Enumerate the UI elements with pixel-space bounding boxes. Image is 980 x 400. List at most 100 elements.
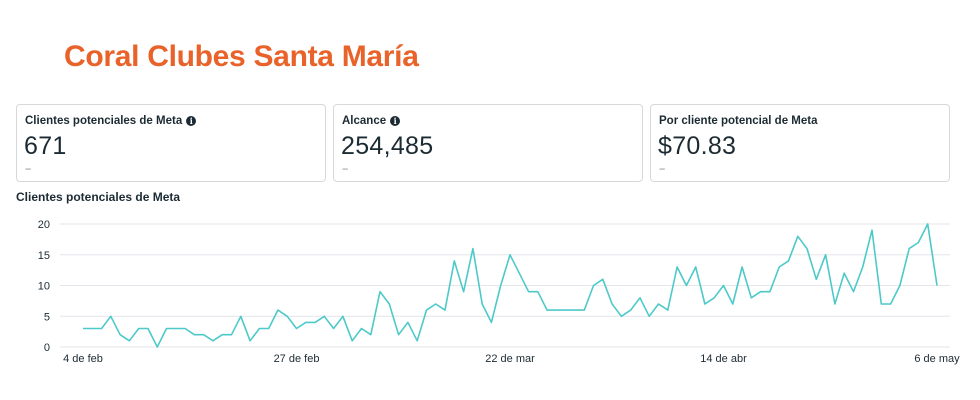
data-point[interactable]	[414, 338, 420, 344]
data-point[interactable]	[173, 326, 179, 332]
data-point[interactable]	[219, 332, 225, 338]
data-point[interactable]	[850, 289, 856, 295]
data-point[interactable]	[433, 301, 439, 307]
info-icon[interactable]: i	[390, 116, 401, 126]
data-point[interactable]	[804, 246, 810, 252]
data-point[interactable]	[358, 326, 364, 332]
data-point[interactable]	[553, 307, 559, 313]
data-point[interactable]	[665, 307, 671, 313]
data-point[interactable]	[934, 283, 940, 289]
data-point[interactable]	[776, 264, 782, 270]
data-point[interactable]	[442, 307, 448, 313]
line-chart[interactable]: 0 5 10 15 20 4 de feb 27 de feb 22 de mar 14 de …	[0, 210, 980, 370]
data-point[interactable]	[247, 338, 253, 344]
data-point[interactable]	[488, 319, 494, 325]
data-point[interactable]	[572, 307, 578, 313]
data-point[interactable]	[108, 313, 114, 319]
data-point[interactable]	[646, 313, 652, 319]
data-point[interactable]	[767, 289, 773, 295]
data-point[interactable]	[581, 307, 587, 313]
data-point[interactable]	[229, 332, 235, 338]
data-point[interactable]	[451, 258, 457, 264]
data-point[interactable]	[748, 295, 754, 301]
metric-card-cost-per-lead[interactable]: Por cliente potencial de Meta $70.83 --	[650, 104, 950, 182]
data-point[interactable]	[841, 270, 847, 276]
data-point[interactable]	[897, 283, 903, 289]
data-point[interactable]	[637, 295, 643, 301]
data-point[interactable]	[702, 301, 708, 307]
data-point[interactable]	[609, 301, 615, 307]
data-point[interactable]	[721, 283, 727, 289]
data-point[interactable]	[591, 283, 597, 289]
data-point[interactable]	[117, 332, 123, 338]
data-point[interactable]	[266, 326, 272, 332]
data-point[interactable]	[340, 313, 346, 319]
data-point[interactable]	[99, 326, 105, 332]
data-point[interactable]	[544, 307, 550, 313]
data-point[interactable]	[89, 326, 95, 332]
data-point[interactable]	[470, 246, 476, 252]
series-line[interactable]	[83, 223, 938, 348]
data-point[interactable]	[618, 313, 624, 319]
data-point[interactable]	[461, 289, 467, 295]
info-icon[interactable]: i	[186, 116, 197, 126]
data-point[interactable]	[154, 344, 160, 350]
data-point[interactable]	[349, 338, 355, 344]
data-point[interactable]	[331, 326, 337, 332]
data-point[interactable]	[683, 283, 689, 289]
data-point[interactable]	[479, 301, 485, 307]
data-point[interactable]	[730, 301, 736, 307]
data-point[interactable]	[201, 332, 207, 338]
data-point[interactable]	[925, 221, 931, 227]
data-point[interactable]	[164, 326, 170, 332]
data-point[interactable]	[210, 338, 216, 344]
data-point[interactable]	[191, 332, 197, 338]
data-point[interactable]	[80, 326, 86, 332]
data-point[interactable]	[860, 264, 866, 270]
data-point[interactable]	[507, 252, 513, 258]
data-point[interactable]	[303, 319, 309, 325]
data-point[interactable]	[516, 270, 522, 276]
data-point[interactable]	[321, 313, 327, 319]
data-point[interactable]	[368, 332, 374, 338]
data-point[interactable]	[238, 313, 244, 319]
data-point[interactable]	[182, 326, 188, 332]
data-point[interactable]	[813, 276, 819, 282]
data-point[interactable]	[832, 301, 838, 307]
data-point[interactable]	[396, 332, 402, 338]
data-point[interactable]	[423, 307, 429, 313]
data-point[interactable]	[136, 326, 142, 332]
data-point[interactable]	[126, 338, 132, 344]
data-point[interactable]	[915, 239, 921, 245]
data-point[interactable]	[674, 264, 680, 270]
data-point[interactable]	[145, 326, 151, 332]
data-point[interactable]	[693, 264, 699, 270]
data-point[interactable]	[275, 307, 281, 313]
data-point[interactable]	[869, 227, 875, 233]
data-point[interactable]	[386, 301, 392, 307]
data-point[interactable]	[526, 289, 532, 295]
data-point[interactable]	[563, 307, 569, 313]
data-point[interactable]	[405, 319, 411, 325]
data-point[interactable]	[739, 264, 745, 270]
data-point[interactable]	[711, 295, 717, 301]
data-point[interactable]	[888, 301, 894, 307]
data-point[interactable]	[628, 307, 634, 313]
data-point[interactable]	[312, 319, 318, 325]
data-point[interactable]	[785, 258, 791, 264]
data-point[interactable]	[377, 289, 383, 295]
data-point[interactable]	[758, 289, 764, 295]
data-point[interactable]	[795, 233, 801, 239]
data-point[interactable]	[284, 313, 290, 319]
data-point[interactable]	[906, 246, 912, 252]
data-point[interactable]	[878, 301, 884, 307]
data-point[interactable]	[823, 252, 829, 258]
data-point[interactable]	[535, 289, 541, 295]
metric-card-reach[interactable]: Alcance i 254,485 --	[333, 104, 643, 182]
data-point[interactable]	[256, 326, 262, 332]
data-point[interactable]	[600, 276, 606, 282]
data-point[interactable]	[498, 283, 504, 289]
data-point[interactable]	[294, 326, 300, 332]
metric-card-leads[interactable]: Clientes potenciales de Meta i 671 --	[16, 104, 326, 182]
data-point[interactable]	[656, 301, 662, 307]
